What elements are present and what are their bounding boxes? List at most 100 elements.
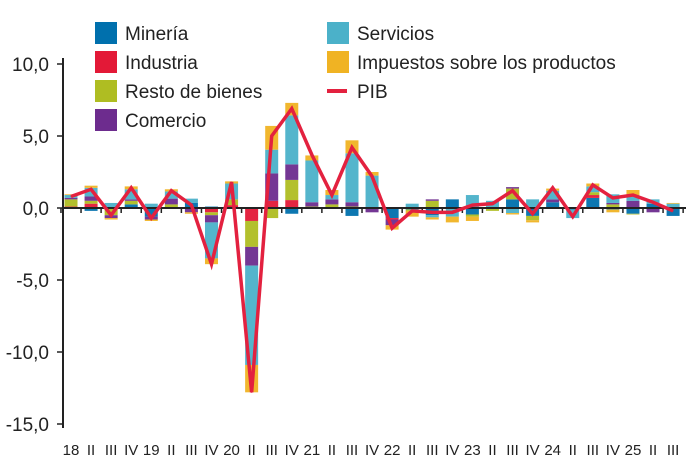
legend-swatch-0 [95, 22, 117, 44]
x-tick-label-12: 21 [303, 442, 320, 459]
legend-label-2: Resto de bienes [125, 82, 262, 103]
bar-2-18 [425, 200, 439, 208]
pib-point-10 [271, 135, 273, 137]
bar-3-27 [606, 202, 620, 205]
bar-5-6 [184, 212, 198, 214]
bar-3-3 [124, 199, 138, 201]
legend-label-3: Comercio [125, 111, 206, 132]
bar-4-14 [345, 153, 359, 203]
bar-5-19 [445, 216, 459, 223]
pib-point-0 [70, 195, 72, 197]
bar-4-30 [666, 203, 680, 208]
pib-point-26 [592, 184, 594, 186]
bar-4-17 [405, 203, 419, 208]
bar-3-9 [245, 246, 259, 266]
x-tick-label-27: IV [606, 442, 620, 459]
bar-5-23 [526, 220, 540, 223]
pib-point-17 [411, 210, 413, 212]
bar-2-0 [64, 199, 78, 207]
x-tick-label-23: IV [526, 442, 540, 459]
x-tick-label-19: IV [445, 442, 459, 459]
pib-point-9 [251, 391, 253, 393]
x-tick-label-3: IV [124, 442, 138, 459]
bar-0-11 [285, 208, 299, 214]
bar-0-30 [666, 208, 680, 216]
bar-4-24 [546, 190, 560, 200]
legend-label-4: Servicios [357, 24, 434, 45]
legend-label-5: Impuestos sobre los productos [357, 53, 616, 74]
legend-swatch-2 [95, 80, 117, 102]
pib-point-2 [110, 214, 112, 216]
x-tick-label-15: IV [365, 442, 379, 459]
bar-1-1 [84, 203, 98, 208]
tick-labels: 10,05,00,0-5,0-10,0-15,018 II III IV 19 II III… [6, 55, 680, 459]
bar-2-1 [84, 200, 98, 204]
x-tick-label-9: II [247, 442, 255, 459]
bar-5-2 [104, 218, 118, 220]
pib-point-3 [130, 187, 132, 189]
y-tick-label-0: 10,0 [12, 55, 49, 76]
bar-5-22 [506, 213, 520, 215]
bar-3-24 [546, 199, 560, 203]
bar-4-11 [285, 115, 299, 165]
pib-line [70, 105, 674, 393]
x-tick-label-6: III [185, 442, 198, 459]
bar-0-1 [84, 208, 98, 211]
bar-0-28 [626, 208, 640, 214]
x-tick-label-29: II [649, 442, 657, 459]
x-tick-label-14: III [346, 442, 359, 459]
bar-3-13 [325, 199, 339, 205]
pib-point-5 [170, 190, 172, 192]
pib-point-7 [210, 263, 212, 265]
bar-3-16 [385, 219, 399, 226]
legend-label-1: Industria [125, 53, 198, 74]
x-tick-label-21: II [488, 442, 496, 459]
bar-3-5 [164, 198, 178, 205]
x-tick-label-0: 18 [63, 442, 80, 459]
bar-1-11 [285, 200, 299, 208]
x-tick-label-13: II [328, 442, 336, 459]
pib-point-15 [371, 175, 373, 177]
legend-label-pib: PIB [357, 82, 388, 103]
bar-2-11 [285, 179, 299, 201]
legend-swatch-5 [327, 51, 349, 73]
pib-point-28 [632, 194, 634, 196]
x-tick-label-17: II [408, 442, 416, 459]
pib-point-4 [150, 217, 152, 219]
bar-2-9 [245, 220, 259, 247]
x-tick-label-4: 19 [143, 442, 160, 459]
x-tick-label-22: III [506, 442, 519, 459]
y-tick-label-2: 0,0 [23, 199, 49, 220]
pib-point-13 [331, 194, 333, 196]
bar-4-23 [526, 199, 540, 208]
bar-2-28 [626, 213, 640, 215]
pib-point-29 [652, 201, 654, 203]
bar-2-23 [526, 215, 540, 221]
x-tick-label-18: III [426, 442, 439, 459]
x-tick-label-10: III [265, 442, 278, 459]
bar-4-12 [305, 160, 319, 203]
bar-1-16 [385, 218, 399, 220]
bar-4-2 [104, 202, 118, 208]
bar-0-19 [445, 199, 459, 208]
bar-0-4 [144, 208, 158, 217]
pib-point-20 [471, 204, 473, 206]
bar-4-28 [626, 195, 640, 201]
bar-5-27 [606, 209, 620, 213]
bar-3-18 [425, 199, 439, 201]
bar-2-8 [225, 199, 239, 206]
pib-point-22 [512, 190, 514, 192]
bar-2-21 [485, 208, 499, 211]
pib-point-27 [612, 197, 614, 199]
bar-0-16 [385, 208, 399, 219]
bar-2-2 [104, 208, 118, 216]
y-tick-label-1: 5,0 [23, 127, 49, 148]
bar-0-24 [546, 202, 560, 208]
bars [64, 102, 680, 393]
pib-point-30 [672, 210, 674, 212]
bar-0-3 [124, 204, 138, 208]
bar-2-27 [606, 204, 620, 208]
y-tick-label-3: -5,0 [16, 271, 49, 292]
x-tick-label-28: 25 [625, 442, 642, 459]
bar-5-30 [666, 202, 680, 204]
